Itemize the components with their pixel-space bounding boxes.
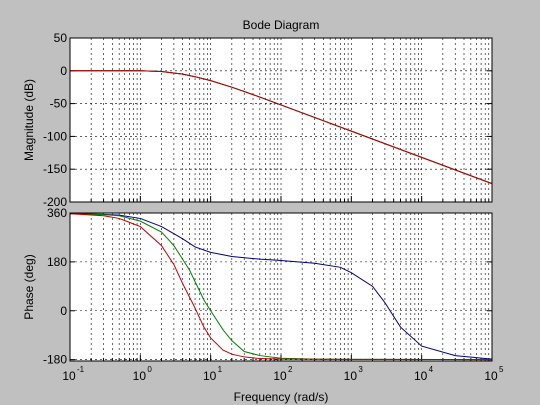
chart-title: Bode Diagram [243,18,320,32]
x-tick-label: 10 4 [414,365,434,383]
magnitude-grid [69,37,492,203]
y-tick-label: -150 [43,162,67,176]
y-tick-label: 0 [60,304,67,318]
x-tick-label: 10 5 [484,365,504,383]
y-tick-label: -200 [43,195,67,209]
y-tick-label: 50 [54,31,68,45]
phase-series [69,213,493,361]
x-tick-exponent: -1 [77,365,85,374]
y-tick-label: 180 [47,255,67,269]
x-tick-label: 10 2 [273,365,293,383]
series-line-3 [70,70,493,185]
x-tick-exponent: 5 [499,365,504,374]
x-tick-exponent: 4 [429,365,434,374]
x-tick-label: 10 3 [344,365,364,383]
x-tick-base: 10 [484,369,498,383]
x-tick-exponent: 1 [218,365,223,374]
y-tick-label: -100 [43,129,67,143]
magnitude-axes-border [69,37,493,203]
y-tick-label: -50 [50,97,68,111]
frequency-xlabel: Frequency (rad/s) [234,390,329,404]
x-tick-base: 10 [133,369,147,383]
phase-plot-area [70,213,492,361]
x-tick-base: 10 [203,369,217,383]
magnitude-plot-area [70,38,492,202]
phase-axes: 360 180 0 -180 Phase (deg) [22,206,493,367]
series-line-2 [69,213,493,361]
x-tick-exponent: 0 [147,365,152,374]
series-line-1 [69,213,493,360]
x-tick-label: 10 1 [203,365,223,383]
magnitude-axes: 50 0 -50 -100 -150 -200 Magnitude (dB) [22,31,493,209]
series-line-3 [69,213,493,361]
x-tick-label: 10 -1 [62,365,84,383]
y-tick-label: -180 [43,353,67,367]
x-tick-base: 10 [62,369,76,383]
magnitude-series [70,70,493,185]
magnitude-ylabel: Magnitude (dB) [22,79,36,161]
x-tick-base: 10 [273,369,287,383]
y-tick-label: 360 [47,206,67,220]
y-tick-label: 0 [60,64,67,78]
x-tick-base: 10 [414,369,428,383]
phase-y-ticks: 360 180 0 -180 [43,206,67,367]
x-tick-exponent: 3 [358,365,363,374]
phase-ylabel: Phase (deg) [22,254,36,319]
x-tick-label: 10 0 [133,365,153,383]
phase-axes-border [69,212,493,362]
x-tick-base: 10 [344,369,358,383]
frequency-x-ticks: 10 -1 10 0 10 1 10 2 10 3 10 4 10 5 [62,365,504,383]
magnitude-y-ticks: 50 0 -50 -100 -150 -200 [43,31,67,209]
x-tick-exponent: 2 [288,365,293,374]
